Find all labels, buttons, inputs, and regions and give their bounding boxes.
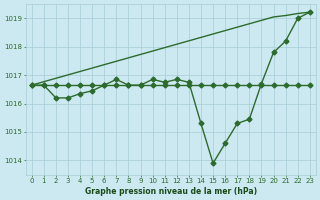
X-axis label: Graphe pression niveau de la mer (hPa): Graphe pression niveau de la mer (hPa) (85, 187, 257, 196)
